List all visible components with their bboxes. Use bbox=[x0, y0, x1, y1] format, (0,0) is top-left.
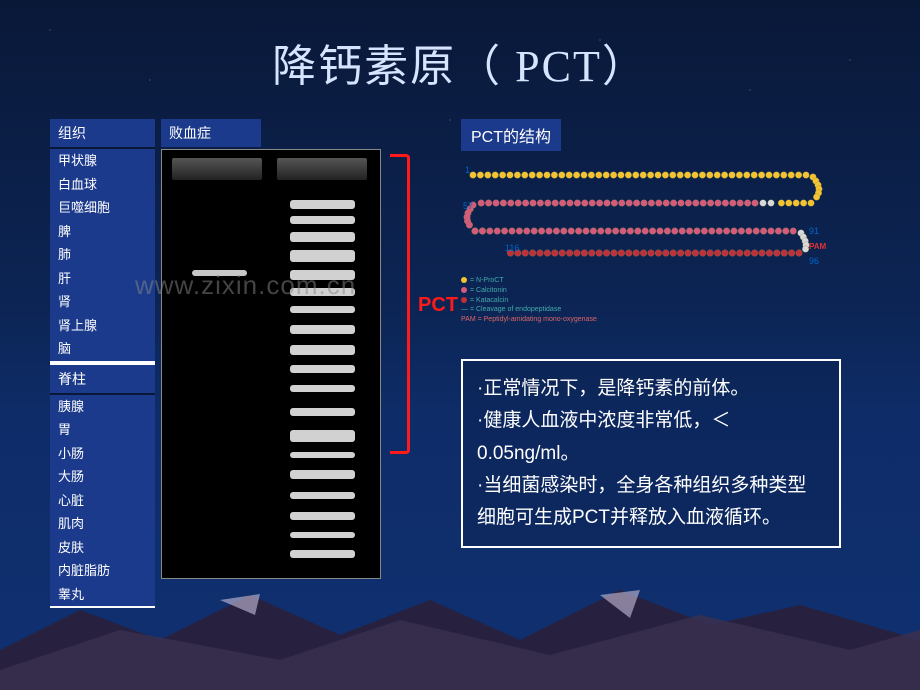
gel-band bbox=[290, 408, 355, 416]
info-bullet: ·当细菌感染时，全身各种组织多种类型细胞可生成PCT并释放入血液循环。 bbox=[477, 470, 825, 535]
tissue-item: 脾 bbox=[50, 220, 155, 244]
left-panel: 组织 甲状腺白血球巨噬细胞脾肺肝肾肾上腺脑 脊柱 胰腺胃小肠大肠心脏肌肉皮肤内脏… bbox=[50, 119, 401, 608]
gel-band bbox=[290, 385, 355, 392]
structure-title: PCT的结构 bbox=[461, 119, 561, 151]
pam-label: PAM bbox=[809, 242, 827, 251]
tissue-item: 肌肉 bbox=[50, 512, 155, 536]
gel-band bbox=[290, 452, 355, 458]
tissue-item: 皮肤 bbox=[50, 536, 155, 560]
gel-band bbox=[290, 325, 355, 334]
gel-well-2 bbox=[277, 158, 367, 180]
tissue-item: 大肠 bbox=[50, 465, 155, 489]
spine-label: 脊柱 bbox=[50, 363, 155, 395]
info-bullet: ·健康人血液中浓度非常低，＜0.05ng/ml。 bbox=[477, 405, 825, 470]
legend-cleavage: — = Cleavage of endopeptidase bbox=[461, 305, 597, 315]
chain-label-1: 1 bbox=[465, 165, 470, 175]
gel-band bbox=[290, 470, 355, 479]
gel-band bbox=[290, 216, 355, 224]
legend-nproct: = N-ProCT bbox=[461, 276, 597, 286]
gel-band bbox=[290, 492, 355, 499]
watermark-text: www.zixin.com.cn bbox=[135, 270, 356, 301]
gel-band bbox=[290, 512, 355, 520]
content-area: 组织 甲状腺白血球巨噬细胞脾肺肝肾肾上腺脑 脊柱 胰腺胃小肠大肠心脏肌肉皮肤内脏… bbox=[0, 119, 920, 608]
tissue-item: 脑 bbox=[50, 337, 155, 361]
gel-image bbox=[161, 149, 381, 579]
tissue-item: 小肠 bbox=[50, 442, 155, 466]
tissue-column: 组织 甲状腺白血球巨噬细胞脾肺肝肾肾上腺脑 脊柱 胰腺胃小肠大肠心脏肌肉皮肤内脏… bbox=[50, 119, 155, 608]
tissue-list-2: 胰腺胃小肠大肠心脏肌肉皮肤内脏脂肪睾丸 bbox=[50, 395, 155, 609]
legend-calcitonin: = Calcitonin bbox=[461, 286, 597, 296]
tissue-item: 白血球 bbox=[50, 173, 155, 197]
tissue-item: 睾丸 bbox=[50, 583, 155, 607]
info-bullet: ·正常情况下，是降钙素的前体。 bbox=[477, 373, 825, 405]
tissue-item: 胃 bbox=[50, 418, 155, 442]
info-text-box: ·正常情况下，是降钙素的前体。·健康人血液中浓度非常低，＜0.05ng/ml。·… bbox=[461, 359, 841, 548]
tissue-item: 肾上腺 bbox=[50, 314, 155, 338]
sepsis-header: 败血症 bbox=[161, 119, 261, 147]
gel-well-1 bbox=[172, 158, 262, 180]
gel-band bbox=[290, 430, 355, 442]
pct-bracket bbox=[390, 154, 410, 454]
chain-label-91: 91 bbox=[809, 226, 819, 236]
legend-pam: PAM = Peptidyl-amidating mono-oxygenase bbox=[461, 315, 597, 325]
gel-band bbox=[290, 250, 355, 262]
chain-legend: = N-ProCT = Calcitonin = Katacalcin — = … bbox=[461, 276, 597, 325]
structure-diagram: 1 57 91 96 116 PAM = N-ProCT = Calcitoni… bbox=[461, 159, 831, 329]
gel-band bbox=[290, 232, 355, 242]
tissue-item: 胰腺 bbox=[50, 395, 155, 419]
gel-band bbox=[290, 306, 355, 313]
chain-label-116: 116 bbox=[505, 243, 519, 253]
gel-column: 败血症 bbox=[161, 119, 401, 579]
tissue-item: 巨噬细胞 bbox=[50, 196, 155, 220]
gel-band bbox=[290, 200, 355, 209]
chain-label-96: 96 bbox=[809, 256, 819, 266]
tissue-item: 甲状腺 bbox=[50, 149, 155, 173]
legend-katacalcin: = Katacalcin bbox=[461, 296, 597, 306]
pct-label: PCT bbox=[418, 294, 458, 317]
gel-band bbox=[290, 345, 355, 355]
gel-band bbox=[290, 550, 355, 558]
tissue-item: 心脏 bbox=[50, 489, 155, 513]
gel-band bbox=[290, 532, 355, 538]
gel-band bbox=[290, 365, 355, 373]
right-panel: PCT的结构 1 57 91 96 116 PAM = N-ProCT = Ca… bbox=[461, 119, 841, 608]
tissue-item: 内脏脂肪 bbox=[50, 559, 155, 583]
tissue-list-1: 甲状腺白血球巨噬细胞脾肺肝肾肾上腺脑 bbox=[50, 149, 155, 363]
tissue-header: 组织 bbox=[50, 119, 155, 149]
tissue-item: 肺 bbox=[50, 243, 155, 267]
chain-label-57: 57 bbox=[463, 201, 473, 211]
